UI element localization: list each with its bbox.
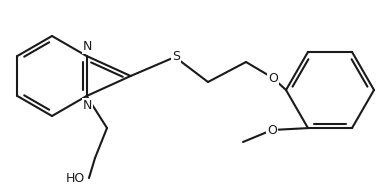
Text: S: S — [172, 50, 180, 64]
Text: HO: HO — [65, 171, 85, 185]
Text: O: O — [267, 123, 277, 137]
Text: N: N — [83, 98, 92, 112]
Text: O: O — [268, 71, 278, 84]
Text: N: N — [83, 41, 92, 54]
